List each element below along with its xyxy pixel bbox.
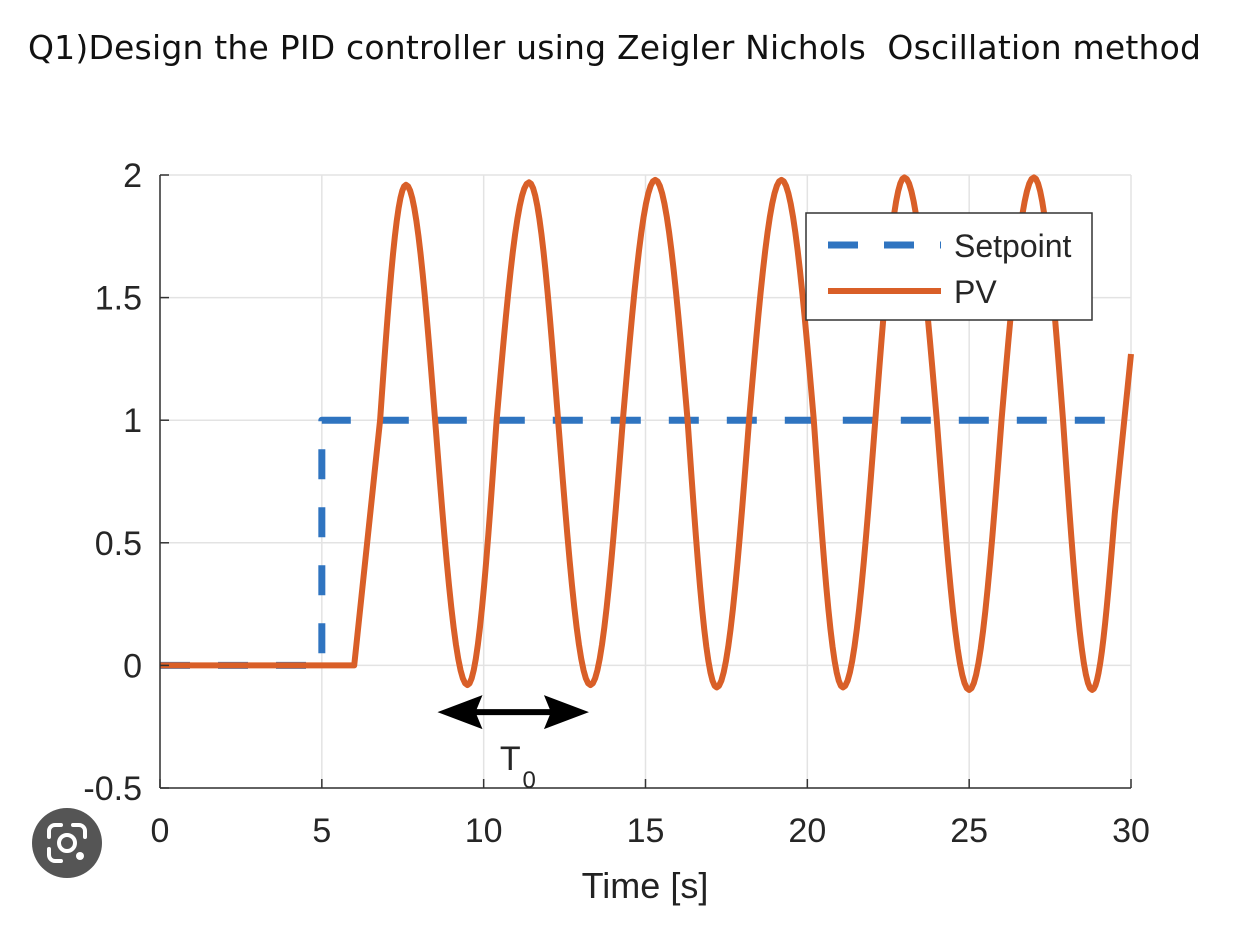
x-axis-label: Time [s] [582,865,709,906]
period-subscript: 0 [523,767,536,794]
arrow-head-left [437,695,483,730]
chart-annotations: T0 [437,695,589,794]
x-tick-label: 0 [151,812,170,850]
y-tick-label: 1.5 [95,280,142,318]
chart-ticks: 0 5 10 15 20 25 30-0.500.511.52 [83,157,1150,850]
period-double-arrow [437,695,589,730]
y-tick-label: 0.5 [95,525,142,563]
y-tick-label: -0.5 [83,770,142,808]
x-tick-label: 15 [627,812,665,850]
chart-legend: Setpoint PV [805,212,1093,321]
x-tick-label: 20 [788,812,826,850]
arrow-head-right [543,695,589,730]
x-tick-label: 25 [950,812,988,850]
y-tick-label: 0 [123,647,142,685]
x-tick-label: 30 [1112,812,1150,850]
y-tick-label: 2 [123,157,142,195]
google-lens-button[interactable] [32,808,102,878]
period-label: T [500,740,521,778]
y-tick-label: 1 [123,402,142,440]
legend-box [805,212,1093,321]
x-tick-label: 10 [465,812,503,850]
legend-label-pv: PV [954,274,997,310]
google-lens-icon [47,823,87,863]
x-tick-label: 5 [312,812,331,850]
legend-label-setpoint: Setpoint [954,228,1072,264]
question-text: Q1)Design the PID controller using Zeigl… [28,28,1202,67]
